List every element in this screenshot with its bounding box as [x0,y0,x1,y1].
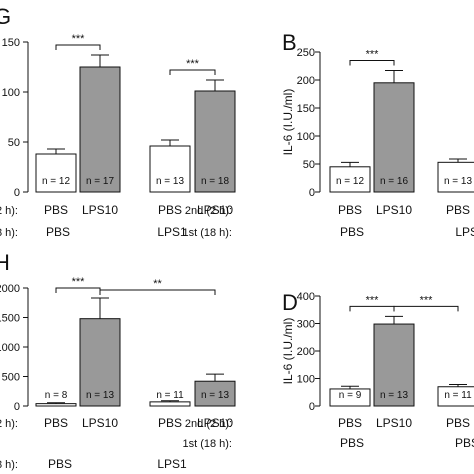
panel-g-x-tick-label: LPS10 [197,203,233,217]
panel-h-letter: H [0,250,10,275]
panel-h-x-tick-label: LPS10 [197,416,233,430]
panel-h-x-tick-label: LPS10 [82,416,118,430]
panel-b-group-label: LPS1 [455,225,474,239]
panel-b-y-axis-label: IL-6 (I.U./ml) [281,89,295,156]
panel-g-x-tick-label: LPS10 [82,203,118,217]
panel-g-significance-label: *** [72,33,86,45]
panel-b-x-tick-label: PBS [338,203,362,217]
panel-d-y-tick-label: 300 [297,319,315,331]
panel-h-n-label: n = 13 [201,390,230,401]
panel-d-significance-bracket [393,305,459,312]
panel-b-y-tick-label: 250 [297,47,315,59]
panel-d-x-tick-label: PBS [338,416,362,430]
panel-h-y-tick-label: 1000 [0,342,20,354]
panel-b-y-tick-label: 100 [297,131,315,143]
panel-g-y-tick-label: 100 [2,87,20,99]
panel-d-y-tick-label: 400 [297,291,315,303]
panel-d-y-axis-label: IL-6 (I.U./ml) [281,318,295,385]
panel-h-n-label: n = 8 [45,390,68,401]
panel-d-letter: D [282,290,298,315]
panel-b-x-tick-label: PBS [446,203,470,217]
panel-d-x-tick-label: PBS [446,416,470,430]
panel-b-y-tick-label: 150 [297,103,315,115]
panel-b-y-tick-label: 200 [297,75,315,87]
panel-g-letter: G [0,4,11,29]
panel-h-row-label-2nd: 2nd (2 h): [0,418,18,430]
panel-h-x-tick-label: PBS [44,416,68,430]
panel-g-significance-label: *** [186,58,200,70]
panel-g-row-label-2nd: 2nd (2 h): [0,205,18,217]
panel-h-significance-label: *** [72,276,86,288]
panel-h-row-label-1st: 1st (18 h): [0,459,18,471]
panel-b-row-label-2nd: 2nd (2 h): [185,205,232,217]
panel-g-y-tick-label: 50 [8,137,20,149]
panel-b-row-label-1st: 1st (18 h): [182,227,232,239]
panel-d-y-tick-label: 0 [309,401,315,413]
panel-d-n-label: n = 9 [339,390,362,401]
panel-h-y-tick-label: 0 [14,401,20,413]
panel-d-y-tick-label: 200 [297,346,315,358]
panel-b-y-tick-label: 50 [303,159,315,171]
panel-b-bar [437,161,474,193]
panel-d-x-tick-label: LPS10 [376,416,412,430]
panel-g-bar [194,90,236,193]
panel-g-y-tick-label: 0 [14,187,20,199]
panel-g-n-label: n = 12 [42,176,71,187]
panel-h-x-tick-label: PBS [158,416,182,430]
panel-h-y-tick-label: 2000 [0,283,20,295]
panel-d-n-label: n = 11 [444,390,472,401]
panel-d-group-label: PBS [340,436,364,450]
panel-h-bar [149,401,191,407]
panel-h-bar [79,318,121,407]
panel-b-n-label: n = 16 [380,176,409,187]
panel-b-n-label: n = 13 [444,176,473,187]
panel-g-group-label: LPS1 [157,225,187,239]
panel-h-n-label: n = 13 [86,390,115,401]
panel-d-bar [373,323,415,407]
panel-b-y-tick-label: 0 [309,187,315,199]
panel-h-y-tick-label: 500 [2,372,20,384]
panel-b-n-label: n = 12 [336,176,365,187]
panel-d-significance-label: *** [420,294,434,306]
panel-h-significance-bracket [99,289,216,296]
panel-g-significance-bracket [55,44,101,50]
panel-b-significance-bracket [349,59,395,66]
panel-g-row-label-1st: 1st (18 h): [0,227,18,239]
panel-h-group-label: PBS [48,457,72,471]
panel-b-significance-label: *** [366,48,380,60]
panel-h-significance-bracket [55,287,101,294]
panel-g-bar [79,66,121,193]
panel-g-bar [149,145,191,193]
panel-b-letter: B [282,30,297,55]
panel-g-bar [35,153,77,193]
panel-h-y-tick-label: 1500 [0,313,20,325]
panel-g-x-tick-label: PBS [158,203,182,217]
panel-b-bar [329,166,371,193]
panel-d-significance-label: *** [366,294,380,306]
panel-h-bar [35,403,77,407]
panel-g-significance-bracket [169,69,216,75]
panel-d-significance-bracket [349,305,395,312]
panel-g-x-tick-label: PBS [44,203,68,217]
panel-g-n-label: n = 18 [201,176,230,187]
panel-d-n-label: n = 13 [380,390,409,401]
panel-b-bar [373,82,415,193]
panel-g-y-tick-label: 150 [2,37,20,49]
panel-d-row-label-1st: 1st (18 h): [182,438,232,450]
panel-g-group-label: PBS [46,225,70,239]
panel-b-group-label: PBS [340,225,364,239]
panel-d-y-tick-label: 100 [297,374,315,386]
panel-d-group-label: PBS [455,436,474,450]
panel-g-n-label: n = 17 [86,176,115,187]
panel-h-group-label: LPS1 [157,457,187,471]
panel-b-x-tick-label: LPS10 [376,203,412,217]
panel-h-n-label: n = 11 [156,390,184,401]
panel-g-n-label: n = 13 [156,176,185,187]
panel-h-significance-label: ** [153,278,162,290]
panel-h-bar [194,380,236,407]
panel-d-row-label-2nd: 2nd (2 h): [185,418,232,430]
